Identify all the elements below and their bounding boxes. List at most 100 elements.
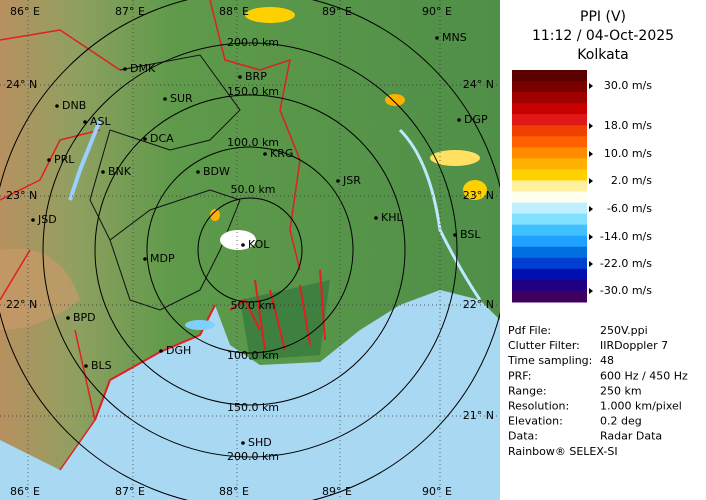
color-scale: 30.0 m/s 18.0 m/s 10.0 m/s 2.0 m/s -6.0 m/s -…	[512, 70, 652, 303]
info-key: Time sampling:	[507, 354, 592, 367]
legend-pointer	[589, 288, 593, 294]
city-label: KHL	[381, 211, 403, 224]
city-label: BLS	[91, 359, 112, 372]
city-dot	[238, 75, 242, 79]
range-ring	[94, 94, 406, 406]
legend-pointer	[589, 234, 593, 240]
color-band	[512, 70, 587, 82]
footer: Rainbow® SELEX-SI	[508, 445, 618, 458]
info-value: 600 Hz / 450 Hz	[600, 369, 688, 382]
city-dot	[143, 257, 147, 261]
river	[68, 119, 102, 201]
city-dot	[435, 36, 439, 40]
range-label: 100.0 km	[227, 136, 279, 149]
city-dot	[374, 216, 378, 220]
legend-label: -6.0 m/s	[607, 202, 652, 215]
color-band	[512, 180, 587, 193]
color-band	[512, 158, 587, 170]
color-band	[512, 290, 587, 303]
color-band	[512, 169, 587, 181]
lon-label: 88° E	[219, 5, 249, 18]
legend-label: 30.0 m/s	[604, 79, 652, 92]
city-dot	[457, 118, 461, 122]
range-ring	[146, 146, 354, 354]
info-key: Resolution:	[508, 400, 569, 413]
sea	[0, 290, 500, 500]
echo	[185, 320, 215, 330]
lat-label: 21° N	[463, 409, 494, 422]
city-dot	[66, 316, 70, 320]
city-dot	[123, 67, 127, 71]
info-value: Radar Data	[600, 430, 662, 443]
echoes	[185, 7, 487, 330]
echo	[210, 209, 220, 221]
city-label: KOL	[248, 238, 270, 251]
city-dot	[143, 137, 147, 141]
info-key: Elevation:	[508, 415, 563, 428]
range-label: 50.0 km	[230, 183, 275, 196]
city-label: PRL	[54, 153, 75, 166]
city-label: BSL	[460, 228, 481, 241]
lat-label: 23° N	[6, 189, 37, 202]
echo	[220, 230, 256, 250]
lon-label: 90° E	[422, 485, 452, 498]
lat-label: 24° N	[463, 78, 494, 91]
city-dot	[196, 170, 200, 174]
city-label: JSR	[342, 174, 361, 187]
city-label: DNB	[62, 99, 86, 112]
color-band	[512, 81, 587, 93]
lon-label: 90° E	[422, 5, 452, 18]
city-label: BNK	[108, 165, 132, 178]
lon-label: 86° E	[10, 5, 40, 18]
city-label: DGP	[464, 113, 488, 126]
district-border	[89, 54, 241, 311]
color-band	[512, 114, 587, 126]
info-key: Clutter Filter:	[508, 339, 580, 352]
panel-title: PPI (V)	[580, 9, 626, 25]
echo	[463, 180, 487, 200]
info-value: 0.2 deg	[600, 415, 642, 428]
city-dot	[84, 364, 88, 368]
graticule	[0, 0, 500, 500]
city-label: KRG	[270, 147, 293, 160]
legend-label: -22.0 m/s	[600, 257, 652, 270]
city-dot	[47, 158, 51, 162]
info-key: Data:	[508, 430, 538, 443]
color-band	[512, 224, 587, 237]
city-dot	[101, 170, 105, 174]
lon-label: 86° E	[10, 485, 40, 498]
panel-time: 11:12 / 04-Oct-2025	[532, 28, 674, 44]
legend-label: 18.0 m/s	[604, 119, 652, 132]
city-label: JSD	[37, 213, 57, 226]
city-label: DGH	[166, 344, 191, 357]
lat-label: 22° N	[6, 298, 37, 311]
color-band	[512, 246, 587, 259]
legend-pointer	[589, 261, 593, 267]
color-band	[512, 268, 587, 281]
city-dot	[83, 120, 87, 124]
city-dot	[31, 218, 35, 222]
city-dot	[159, 349, 163, 353]
city-dot	[55, 104, 59, 108]
range-label: 200.0 km	[227, 36, 279, 49]
city-dot	[453, 233, 457, 237]
river	[398, 128, 482, 301]
echo	[245, 7, 295, 23]
legend-label: 2.0 m/s	[611, 174, 652, 187]
info-value: 48	[600, 354, 614, 367]
lon-label: 89° E	[322, 5, 352, 18]
info-key: PRF:	[508, 369, 531, 382]
legend-pointer	[589, 83, 593, 89]
city-label: DCA	[150, 132, 174, 145]
info-key: Pdf File:	[508, 324, 551, 337]
color-band	[512, 191, 587, 204]
city-dot	[263, 152, 267, 156]
color-band	[512, 92, 587, 104]
color-band	[512, 202, 587, 215]
city-dot	[241, 243, 245, 247]
lon-label: 87° E	[115, 5, 145, 18]
info-value: 250 km	[600, 384, 642, 397]
lon-label: 89° E	[322, 485, 352, 498]
color-band	[512, 257, 587, 270]
